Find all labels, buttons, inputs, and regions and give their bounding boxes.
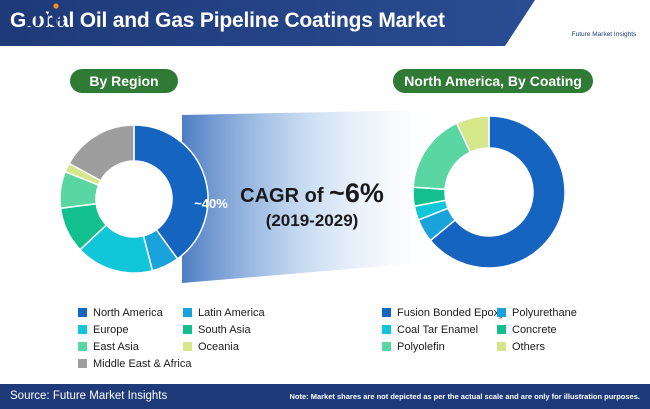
legend-swatch	[183, 308, 192, 317]
header-banner: Global Oil and Gas Pipeline Coatings Mar…	[0, 0, 650, 46]
logo-dot-icon	[53, 3, 59, 9]
legend-item-north-america: North America	[78, 307, 163, 319]
cagr-label: CAGR of	[240, 185, 330, 207]
fmi-logo-text: fmi	[25, 2, 66, 32]
region-share-label: ~40%	[194, 196, 228, 211]
legend-label: Others	[512, 341, 546, 353]
legend-swatch	[382, 325, 391, 334]
legend-label: Oceania	[198, 341, 239, 353]
legend-label: Latin America	[198, 307, 265, 319]
page-title: Global Oil and Gas Pipeline Coatings Mar…	[10, 9, 445, 32]
legend-item-east-asia: East Asia	[78, 341, 139, 353]
coating-donut	[412, 115, 566, 269]
footer-bar: Source: Future Market Insights Note: Mar…	[0, 384, 650, 409]
legend-swatch	[78, 308, 87, 317]
cagr-years: (2019-2029)	[265, 211, 359, 230]
legend-label: South Asia	[198, 324, 251, 336]
legend-item-fusion-bonded-epoxy: Fusion Bonded Epoxy	[382, 307, 505, 319]
note-text: Note: Market shares are not depicted as …	[289, 392, 640, 401]
legend-label: Polyolefin	[397, 341, 445, 353]
legend-swatch	[78, 342, 87, 351]
legend-swatch	[78, 359, 87, 368]
legend-swatch	[78, 325, 87, 334]
header-background	[0, 0, 650, 46]
by-coating-label: North America, By Coating	[393, 69, 593, 93]
legend-label: Fusion Bonded Epoxy	[397, 307, 505, 319]
legend-swatch	[497, 342, 506, 351]
fmi-logo: fmi	[25, 2, 66, 32]
legend-label: Polyurethane	[512, 307, 577, 319]
legend-item-coal-tar-enamel: Coal Tar Enamel	[382, 324, 478, 336]
cagr-value: ~6%	[329, 178, 384, 208]
legend-item-oceania: Oceania	[183, 341, 239, 353]
legend-item-middle-east-and-africa: Middle East & Africa	[78, 358, 191, 370]
legend-item-polyurethane: Polyurethane	[497, 307, 577, 319]
legend-label: Europe	[93, 324, 129, 336]
legend-swatch	[382, 342, 391, 351]
legend-item-others: Others	[497, 341, 545, 353]
legend-label: Concrete	[512, 324, 557, 336]
by-region-label: By Region	[70, 69, 178, 93]
legend-item-latin-america: Latin America	[183, 307, 265, 319]
legend-item-concrete: Concrete	[497, 324, 557, 336]
legend-item-europe: Europe	[78, 324, 128, 336]
legend-label: Coal Tar Enamel	[397, 324, 479, 336]
slice-middle-east-and-africa	[68, 124, 135, 182]
slice-fusion-bonded-epoxy	[429, 115, 566, 269]
legend-swatch	[497, 308, 506, 317]
legend-swatch	[382, 308, 391, 317]
connector-band	[182, 110, 432, 283]
legend-swatch	[183, 325, 192, 334]
fmi-logo-subtext: Future Market Insights	[571, 31, 637, 38]
cagr-callout: CAGR of ~6% (2019-2029)	[232, 178, 392, 231]
legend-label: Middle East & Africa	[93, 358, 192, 370]
legend-label: North America	[93, 307, 163, 319]
legend-swatch	[183, 342, 192, 351]
legend-label: East Asia	[93, 341, 139, 353]
legend-item-south-asia: South Asia	[183, 324, 251, 336]
source-text: Source: Future Market Insights	[10, 390, 168, 402]
legend-swatch	[497, 325, 506, 334]
slice-others	[455, 115, 490, 154]
legend-item-polyolefin: Polyolefin	[382, 341, 445, 353]
slice-north-america	[133, 124, 209, 260]
region-donut	[59, 124, 209, 274]
